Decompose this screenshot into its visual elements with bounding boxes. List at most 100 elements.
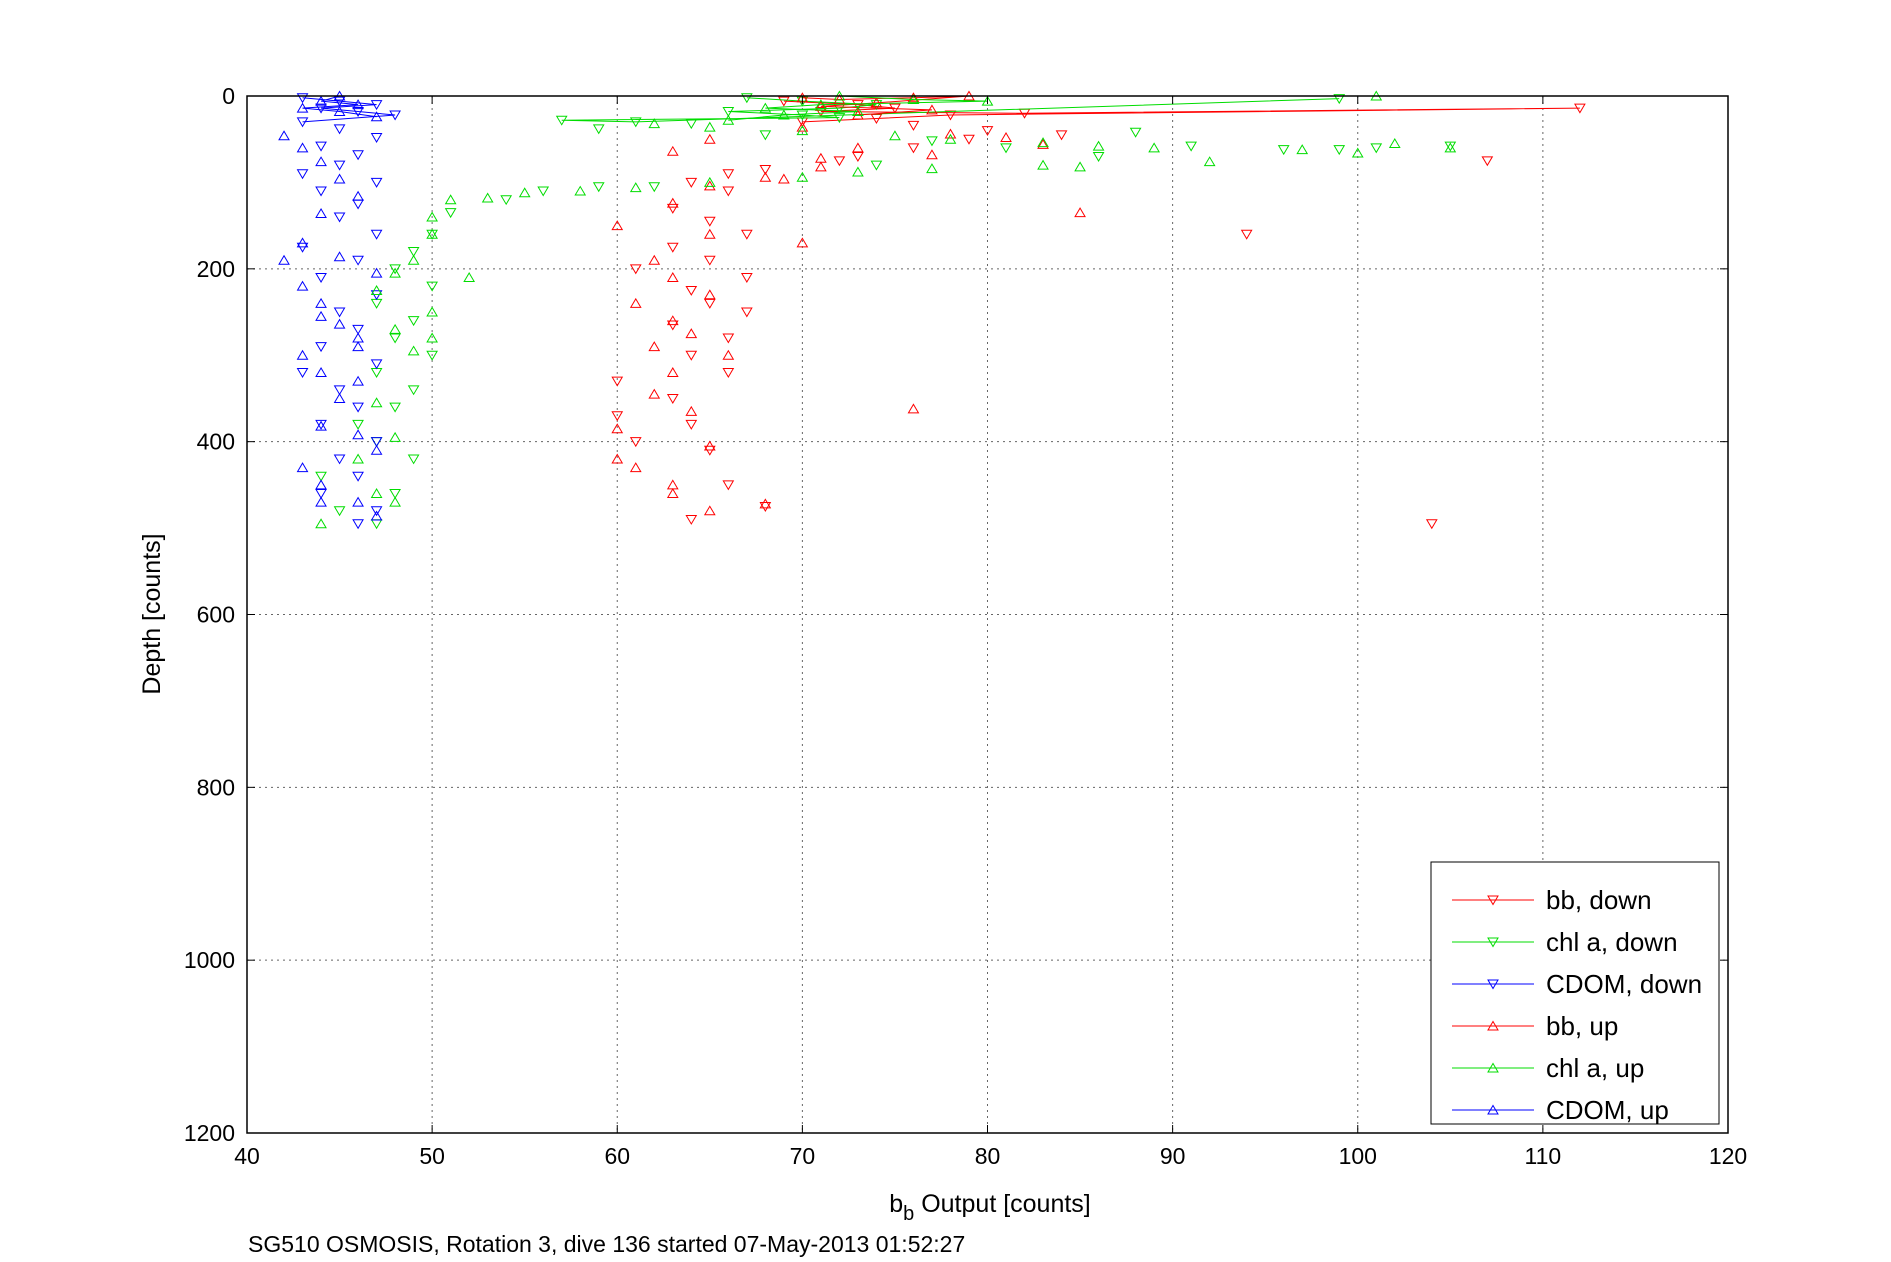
data-point (759, 164, 772, 175)
data-point (315, 342, 327, 353)
series-line (302, 95, 377, 118)
data-point (315, 103, 327, 114)
data-point (296, 237, 309, 248)
data-point (685, 514, 698, 525)
series-line (561, 97, 1340, 123)
data-point (407, 385, 420, 396)
data-point (629, 297, 642, 308)
data-point (333, 160, 346, 171)
data-point (389, 489, 401, 500)
data-point (759, 498, 772, 509)
data-point (444, 194, 457, 205)
x-axis-label-sub: b (903, 1203, 914, 1225)
data-point (1574, 103, 1586, 114)
data-point (1388, 138, 1401, 149)
data-point (703, 216, 716, 227)
data-point (1000, 143, 1012, 154)
data-point (833, 113, 846, 124)
data-point (629, 117, 642, 128)
data-point (907, 120, 920, 131)
data-point (629, 182, 642, 193)
axis-ticks: 40 50 60 70 80 90 100 110 1200200400600800100012… (184, 83, 1747, 1169)
x-tick-label: 110 (1525, 1143, 1562, 1169)
y-tick-label: 600 (197, 602, 235, 628)
y-tick-label: 200 (197, 256, 235, 282)
data-point (426, 332, 438, 343)
data-point (796, 237, 809, 248)
data-point (389, 431, 401, 442)
legend-label: chl a, up (1546, 1053, 1644, 1083)
data-point (352, 429, 364, 440)
data-point (333, 318, 346, 329)
data-point (352, 107, 364, 118)
series-layer (278, 90, 1586, 530)
data-point (352, 375, 364, 386)
data-point (296, 169, 309, 180)
data-point (407, 247, 420, 258)
data-point (685, 350, 698, 361)
data-point (333, 385, 346, 396)
data-point (740, 307, 753, 318)
data-point (852, 142, 864, 153)
data-point (352, 255, 364, 266)
data-point (315, 479, 327, 490)
data-point (666, 315, 679, 326)
data-point (685, 119, 698, 130)
data-point (666, 145, 679, 156)
legend-entry: bb, up (1452, 1011, 1618, 1041)
data-point (703, 228, 716, 239)
data-point (500, 195, 513, 206)
data-point (1037, 159, 1049, 170)
data-point (315, 496, 327, 507)
data-point (370, 100, 383, 111)
data-point (685, 177, 698, 188)
data-point (315, 419, 327, 430)
data-point (1444, 141, 1457, 152)
data-point (629, 462, 642, 473)
data-point (1351, 147, 1364, 158)
data-point (870, 100, 883, 111)
data-point (629, 437, 642, 448)
data-point (555, 115, 568, 126)
data-point (389, 333, 401, 344)
data-point (315, 208, 327, 219)
data-point (574, 185, 587, 196)
data-point (352, 496, 364, 507)
data-point (352, 99, 364, 110)
data-point (1481, 156, 1494, 167)
y-axis-label: Depth [counts] (138, 533, 166, 694)
legend-marker (1487, 895, 1499, 906)
data-point (352, 419, 364, 430)
data-point (370, 510, 383, 521)
data-point (611, 376, 624, 387)
data-point (703, 440, 716, 451)
data-point (981, 126, 994, 137)
data-point (1370, 143, 1383, 154)
legend: bb, down chl a, down CDOM, down bb, up chl a… (1430, 861, 1720, 1125)
data-point (796, 121, 809, 132)
data-point (926, 163, 938, 174)
data-point (333, 251, 346, 262)
data-point (666, 393, 679, 404)
data-point (907, 92, 920, 103)
data-point (833, 156, 846, 167)
series-cdom-down (296, 93, 401, 530)
data-point (352, 324, 364, 335)
data-point (907, 93, 920, 104)
data-point (703, 505, 716, 516)
x-tick-label: 100 (1339, 1143, 1377, 1169)
data-point (685, 405, 698, 416)
data-point (703, 121, 716, 132)
data-point (703, 289, 716, 300)
data-point (722, 169, 735, 180)
data-point (852, 106, 864, 117)
x-tick-label: 120 (1709, 1143, 1747, 1169)
data-point (926, 104, 938, 115)
data-point (870, 160, 883, 171)
x-tick-label: 70 (790, 1143, 816, 1169)
data-point (426, 281, 438, 292)
data-point (611, 220, 624, 231)
data-point (315, 297, 327, 308)
data-point (1037, 137, 1049, 148)
data-point (852, 100, 864, 111)
